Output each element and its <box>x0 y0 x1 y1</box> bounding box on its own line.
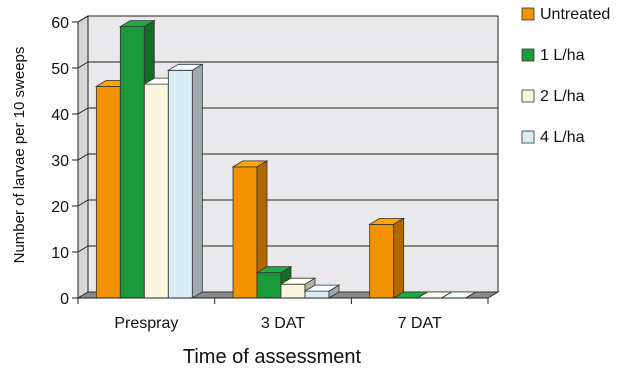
bar-front <box>95 86 121 299</box>
bar-untreated-3-dat <box>231 160 269 299</box>
y-axis-title: Number of larvae per 10 sweeps <box>11 47 28 264</box>
x-tick-label: Prespray <box>114 315 178 332</box>
y-tick-labels: 0 10 20 30 40 50 60 <box>51 15 78 308</box>
bar-front <box>232 166 258 299</box>
legend: Untreated 1 L/ha 2 L/ha 4 L/ha <box>521 6 610 146</box>
legend-swatch <box>521 48 535 62</box>
gridlines <box>77 15 498 253</box>
x-tick-label: 3 DAT <box>261 315 305 332</box>
bar-untreated-7-dat <box>368 217 406 299</box>
legend-label: 4 L/ha <box>540 129 585 146</box>
bar-4-l-ha-prespray <box>166 63 204 299</box>
x-tick-labels: Prespray 3 DAT 7 DAT <box>77 298 489 332</box>
bar-front <box>119 26 145 299</box>
legend-swatch <box>521 7 535 21</box>
bar-1-l-ha-3-dat <box>255 265 293 299</box>
legend-swatch <box>521 89 535 103</box>
gridline <box>77 199 498 207</box>
bar-4-l-ha-3-dat <box>303 284 341 299</box>
x-tick-label: 7 DAT <box>398 315 442 332</box>
bar-side <box>191 63 203 299</box>
y-tick-label: 50 <box>51 61 69 78</box>
legend-label: 2 L/ha <box>540 88 585 105</box>
y-tick-label: 40 <box>51 107 69 124</box>
bar-front <box>167 69 193 299</box>
bar-side <box>328 284 340 299</box>
gridline <box>77 61 498 69</box>
y-tick-label: 20 <box>51 199 69 216</box>
bar-front <box>256 272 282 299</box>
y-tick-label: 0 <box>60 291 69 308</box>
legend-swatch <box>521 130 535 144</box>
y-tick-label: 30 <box>51 153 69 170</box>
bar-front <box>304 290 330 299</box>
bar-front <box>280 283 306 299</box>
x-axis-title: Time of assessment <box>183 346 362 368</box>
y-tick-label: 10 <box>51 245 69 262</box>
legend-label: Untreated <box>540 6 610 23</box>
bar-front <box>369 223 395 299</box>
legend-label: 1 L/ha <box>540 47 585 64</box>
bar-front <box>143 83 169 299</box>
gridline <box>77 107 498 115</box>
gridline <box>77 245 498 253</box>
bar-side <box>393 217 405 299</box>
gridline <box>77 15 498 23</box>
bars <box>94 19 478 299</box>
y-tick-label: 60 <box>51 15 69 32</box>
bar-side <box>465 291 476 299</box>
gridline <box>77 153 498 161</box>
